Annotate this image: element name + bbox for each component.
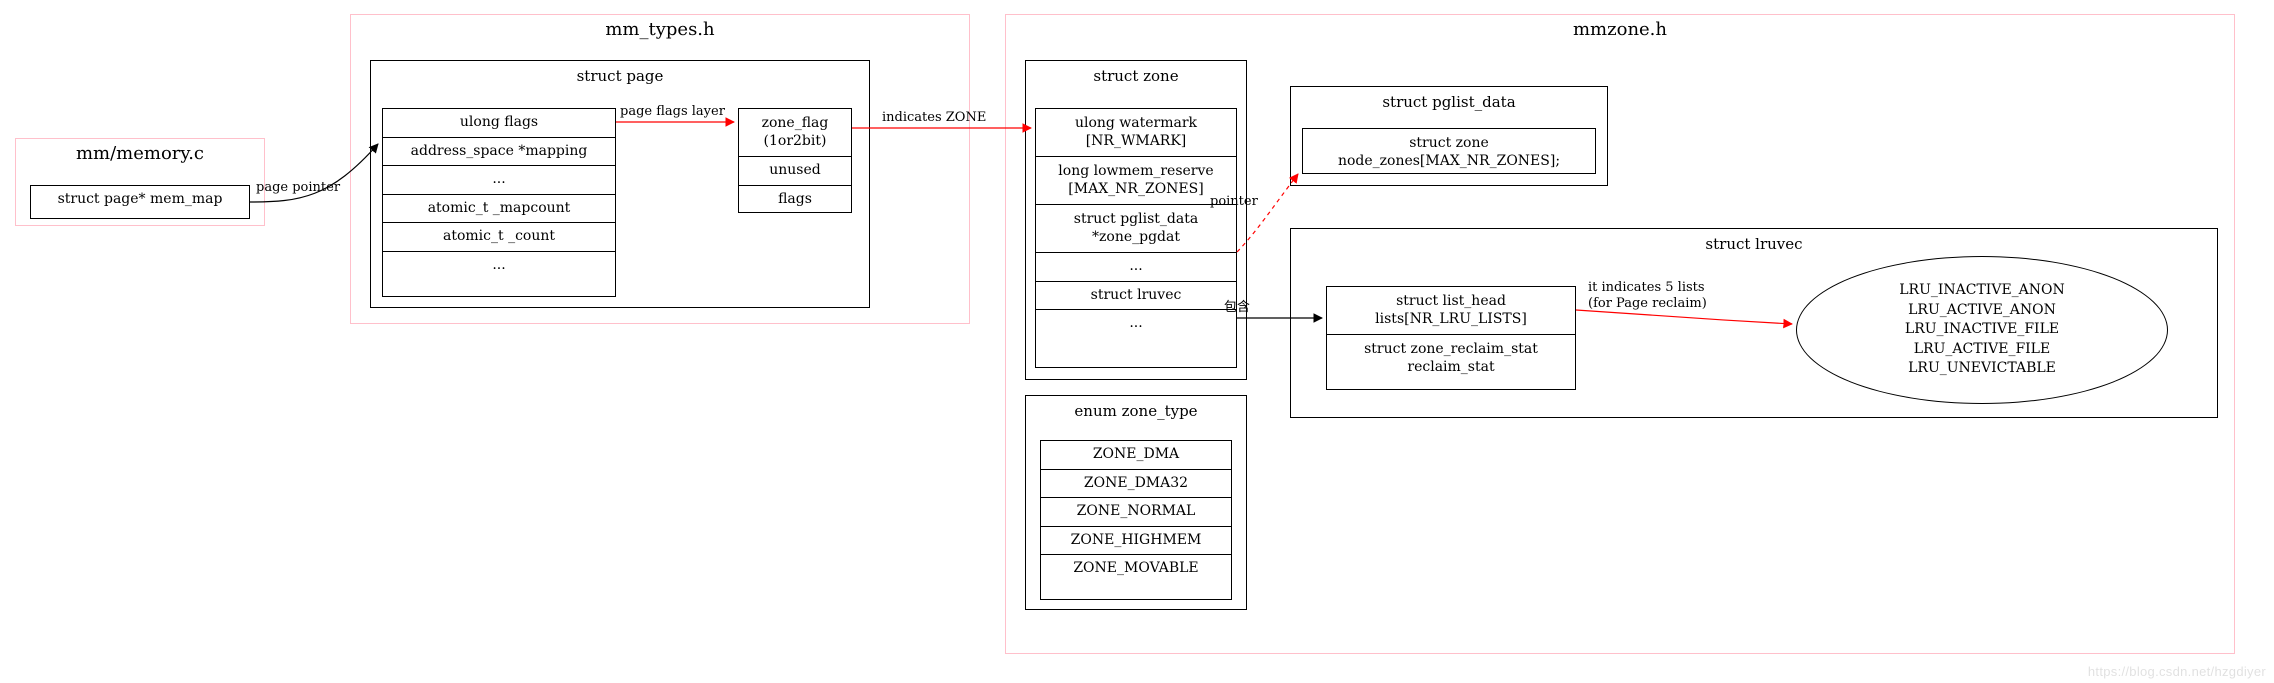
struct-page-fields: ulong flags address_space *mapping ... a… [382,108,616,297]
struct-zone-field: struct pglist_data *zone_pgdat [1036,205,1236,253]
struct-zone-title: struct zone [1026,61,1246,91]
edge-label-pointer: pointer [1210,194,1258,210]
struct-page-field: atomic_t _count [383,223,615,252]
struct-page-field: address_space *mapping [383,138,615,167]
enum-zone-type-fields: ZONE_DMA ZONE_DMA32 ZONE_NORMAL ZONE_HIG… [1040,440,1232,600]
enum-zone-type-field: ZONE_DMA [1041,441,1231,470]
struct-zone-field: ... [1036,253,1236,282]
enum-zone-type-field: ZONE_MOVABLE [1041,555,1231,583]
lru-ellipse: LRU_INACTIVE_ANON LRU_ACTIVE_ANON LRU_IN… [1796,256,2168,404]
container-memory-title: mm/memory.c [16,139,264,172]
pglist-data-title: struct pglist_data [1291,87,1607,117]
zone-flag-field: unused [739,157,851,186]
struct-page-field: ... [383,252,615,280]
struct-lruvec-fields: struct list_head lists[NR_LRU_LISTS] str… [1326,286,1576,390]
struct-zone-field: long lowmem_reserve [MAX_NR_ZONES] [1036,157,1236,205]
zone-flag-field: zone_flag (1or2bit) [739,109,851,157]
struct-lruvec-field: struct zone_reclaim_stat reclaim_stat [1327,335,1575,382]
enum-zone-type-field: ZONE_DMA32 [1041,470,1231,499]
enum-zone-type-field: ZONE_NORMAL [1041,498,1231,527]
pglist-data-field: struct zone node_zones[MAX_NR_ZONES]; [1303,129,1595,176]
edge-label-indicates-zone: indicates ZONE [882,110,986,126]
edge-label-baohan: 包含 [1224,300,1250,316]
pglist-data-fields: struct zone node_zones[MAX_NR_ZONES]; [1302,128,1596,174]
struct-zone-fields: ulong watermark [NR_WMARK] long lowmem_r… [1035,108,1237,368]
struct-lruvec-field: struct list_head lists[NR_LRU_LISTS] [1327,287,1575,335]
struct-zone-field: ulong watermark [NR_WMARK] [1036,109,1236,157]
struct-lruvec-title: struct lruvec [1291,229,2217,259]
edge-label-page-pointer: page pointer [256,180,340,196]
mem-map-box: struct page* mem_map [30,185,250,219]
container-mmzone-title: mmzone.h [1006,15,2234,48]
edge-label-page-flags-layer: page flags layer [620,104,725,120]
zone-flag-box: zone_flag (1or2bit) unused flags [738,108,852,213]
struct-zone-field: struct lruvec [1036,282,1236,311]
struct-page-field: atomic_t _mapcount [383,195,615,224]
lru-ellipse-text: LRU_INACTIVE_ANON LRU_ACTIVE_ANON LRU_IN… [1899,281,2065,379]
enum-zone-type-title: enum zone_type [1026,396,1246,426]
zone-flag-field: flags [739,186,851,214]
struct-page-field: ulong flags [383,109,615,138]
enum-zone-type-field: ZONE_HIGHMEM [1041,527,1231,556]
struct-zone-field: ... [1036,310,1236,338]
container-mm-types-title: mm_types.h [351,15,969,48]
struct-page-title: struct page [371,61,869,91]
mem-map-label: struct page* mem_map [31,186,249,214]
edge-label-5-lists: it indicates 5 lists (for Page reclaim) [1588,280,1707,311]
struct-page-field: ... [383,166,615,195]
watermark: https://blog.csdn.net/hzgdiyer [2088,664,2266,679]
